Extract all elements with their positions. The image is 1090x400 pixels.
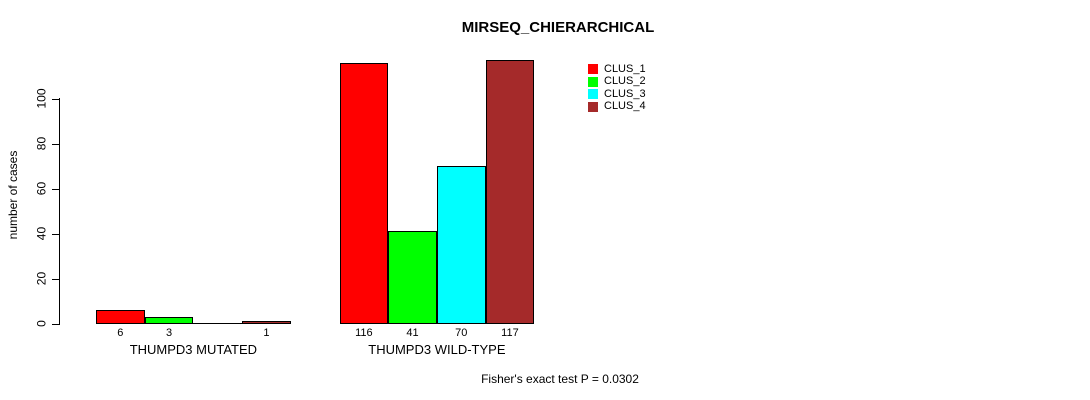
fisher-note: Fisher's exact test P = 0.0302 <box>481 372 639 386</box>
legend-swatch-icon <box>588 64 598 75</box>
bar-value-label: 41 <box>406 327 419 339</box>
bar-value-label: 70 <box>455 327 468 339</box>
y-tick-20 <box>52 278 60 280</box>
x-category-label: THUMPD3 MUTATED <box>129 342 258 357</box>
legend-label: CLUS_2 <box>604 75 646 88</box>
y-tick-label-60: 60 <box>34 181 49 196</box>
bar-clus_4-group2 <box>485 60 535 324</box>
y-tick-40 <box>52 233 60 235</box>
bar-clus_3-group2 <box>436 166 486 324</box>
legend-item-clus_3: CLUS_3 <box>588 88 646 101</box>
bar-clus_1-group1 <box>96 310 145 324</box>
bar-value-label: 116 <box>355 327 373 339</box>
y-tick-80 <box>52 143 60 145</box>
chart-title: MIRSEQ_CHIERARCHICAL <box>461 19 655 36</box>
legend-swatch-icon <box>588 101 598 112</box>
y-tick-label-0: 0 <box>34 320 49 327</box>
legend-item-clus_1: CLUS_1 <box>588 63 646 76</box>
bar-value-label: 117 <box>501 327 519 339</box>
bar-clus_2-group2 <box>388 231 437 324</box>
legend: CLUS_1 CLUS_2 CLUS_3 CLUS_4 <box>588 63 646 113</box>
bar-clus_4-group1 <box>242 321 291 324</box>
legend-swatch-icon <box>588 89 598 100</box>
y-tick-60 <box>52 188 60 190</box>
bar-value-label: 3 <box>165 327 173 339</box>
bar-clus_1-group2 <box>339 62 389 324</box>
y-tick-label-100: 100 <box>34 88 49 109</box>
bar-value-label: 6 <box>117 327 124 339</box>
bar-clus_2-group1 <box>144 316 194 324</box>
legend-item-clus_4: CLUS_4 <box>588 101 646 114</box>
y-tick-label-40: 40 <box>34 226 49 241</box>
legend-label: CLUS_4 <box>604 100 646 113</box>
legend-swatch-icon <box>588 76 598 87</box>
y-tick-label-80: 80 <box>34 136 49 151</box>
bar-value-label: 1 <box>263 327 270 339</box>
y-tick-100 <box>52 98 60 100</box>
legend-item-clus_2: CLUS_2 <box>588 76 646 89</box>
x-category-label: THUMPD3 WILD-TYPE <box>368 342 506 357</box>
bar-clus_3-group1 <box>193 322 243 324</box>
legend-label: CLUS_3 <box>604 87 646 100</box>
y-axis-line <box>59 98 60 324</box>
y-tick-label-20: 20 <box>34 271 49 286</box>
y-tick-0 <box>52 323 60 325</box>
legend-label: CLUS_1 <box>604 62 646 75</box>
